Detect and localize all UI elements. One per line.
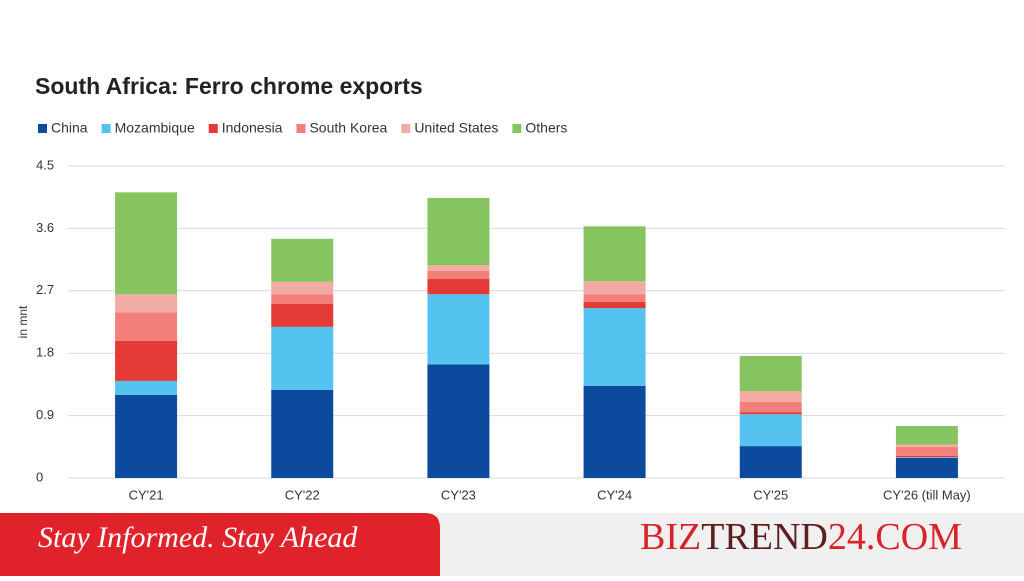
y-tick-label: 4.5: [36, 157, 54, 172]
bar-segment: [427, 279, 490, 295]
legend-swatch: [512, 124, 522, 133]
chart-title: South Africa: Ferro chrome exports: [35, 73, 423, 99]
legend-swatch: [401, 124, 411, 133]
bar-segment: [115, 192, 178, 295]
legend-swatch: [208, 124, 218, 133]
bar-segment: [583, 281, 646, 295]
bar-segment: [583, 308, 646, 386]
legend-swatch: [38, 124, 47, 133]
y-tick-label: 2.7: [36, 282, 54, 297]
bar-segment: [427, 294, 490, 365]
bar-segment: [427, 265, 490, 271]
bar-segment: [895, 426, 958, 445]
bar-segment: [427, 197, 490, 266]
legend-label: Others: [525, 120, 567, 136]
brand-part: TREND: [701, 516, 828, 558]
y-tick-label: 0.9: [36, 407, 54, 422]
x-tick-label: CY'25: [753, 487, 788, 502]
brand: BIZTREND24.COM: [640, 516, 962, 558]
x-tick-label: CY'23: [441, 487, 476, 502]
bar-segment: [583, 294, 646, 302]
bar-segment: [427, 270, 490, 280]
bar-segment: [583, 301, 646, 309]
legend-label: Mozambique: [115, 120, 195, 136]
bar-segment: [739, 401, 802, 413]
bar-segment: [271, 238, 334, 282]
bar-segment: [895, 446, 958, 456]
y-tick-label: 1.8: [36, 345, 54, 360]
tagline-banner: [0, 513, 440, 576]
x-tick-label: CY'24: [597, 487, 632, 502]
bar-segment: [583, 226, 646, 282]
bar-segment: [271, 294, 334, 304]
y-tick-label: 0: [36, 469, 43, 484]
bar-segment: [739, 414, 802, 447]
bar-segment: [583, 385, 646, 478]
bar-segment: [115, 380, 178, 395]
bar-segment: [115, 340, 178, 381]
bar-segment: [115, 394, 178, 478]
brand-part: BIZ: [640, 516, 701, 558]
bar-segment: [271, 303, 334, 327]
bar-segment: [895, 457, 958, 458]
bar-segment: [115, 294, 178, 313]
bar-segment: [739, 412, 802, 415]
bar-segment: [895, 457, 958, 478]
legend-label: United States: [414, 120, 498, 136]
bar-segment: [427, 364, 490, 478]
y-tick-label: 3.6: [36, 220, 54, 235]
x-tick-label: CY'22: [285, 487, 320, 502]
legend-swatch: [101, 124, 111, 133]
bar-segment: [739, 355, 802, 392]
bar-segment: [271, 326, 334, 390]
y-axis-label: in mnt: [16, 305, 30, 338]
brand-part: 24.COM: [828, 516, 962, 558]
legend-label: China: [51, 120, 88, 136]
bar-segment: [895, 444, 958, 447]
bar-segment: [739, 446, 802, 478]
bar-segment: [895, 455, 958, 458]
bar-segment: [271, 389, 334, 478]
x-tick-label: CY'26 (till May): [883, 487, 971, 502]
legend-swatch: [296, 124, 306, 133]
x-tick-label: CY'21: [129, 487, 164, 502]
bar-segment: [271, 281, 334, 295]
legend-label: South Korea: [309, 120, 387, 136]
tagline: Stay Informed. Stay Ahead: [38, 521, 358, 554]
bar-segment: [115, 312, 178, 341]
bar-segment: [739, 391, 802, 402]
legend-label: Indonesia: [222, 120, 283, 136]
